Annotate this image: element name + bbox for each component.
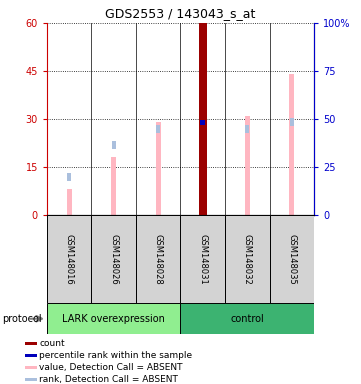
Bar [225, 215, 270, 303]
Bar [200, 120, 205, 125]
Text: control: control [230, 314, 264, 324]
Bar [270, 215, 314, 303]
Text: GSM148026: GSM148026 [109, 234, 118, 285]
Bar [156, 122, 161, 215]
Text: protocol: protocol [2, 314, 42, 324]
Title: GDS2553 / 143043_s_at: GDS2553 / 143043_s_at [105, 7, 256, 20]
Bar [289, 74, 295, 215]
Text: GSM148016: GSM148016 [65, 234, 74, 285]
Bar [290, 118, 294, 126]
Text: LARK overexpression: LARK overexpression [62, 314, 165, 324]
Bar [67, 173, 71, 180]
Text: value, Detection Call = ABSENT: value, Detection Call = ABSENT [39, 362, 183, 372]
Bar [111, 157, 116, 215]
Text: GSM148032: GSM148032 [243, 234, 252, 285]
Text: rank, Detection Call = ABSENT: rank, Detection Call = ABSENT [39, 374, 178, 384]
Bar [25, 377, 37, 381]
Bar [136, 215, 180, 303]
Bar [199, 23, 207, 215]
Bar [245, 116, 250, 215]
Text: count: count [39, 339, 65, 348]
Bar [91, 215, 136, 303]
Bar [180, 303, 314, 334]
Bar [201, 118, 205, 126]
Text: GSM148035: GSM148035 [287, 234, 296, 285]
Bar [66, 189, 72, 215]
Text: GSM148028: GSM148028 [154, 234, 163, 285]
Bar [245, 125, 249, 132]
Bar [25, 366, 37, 369]
Text: GSM148031: GSM148031 [198, 234, 207, 285]
Bar [47, 303, 180, 334]
Bar [180, 215, 225, 303]
Text: percentile rank within the sample: percentile rank within the sample [39, 351, 192, 359]
Bar [25, 354, 37, 356]
Bar [112, 141, 116, 149]
Bar [25, 342, 37, 344]
Bar [156, 125, 160, 132]
Bar [47, 215, 91, 303]
Bar [200, 23, 205, 215]
